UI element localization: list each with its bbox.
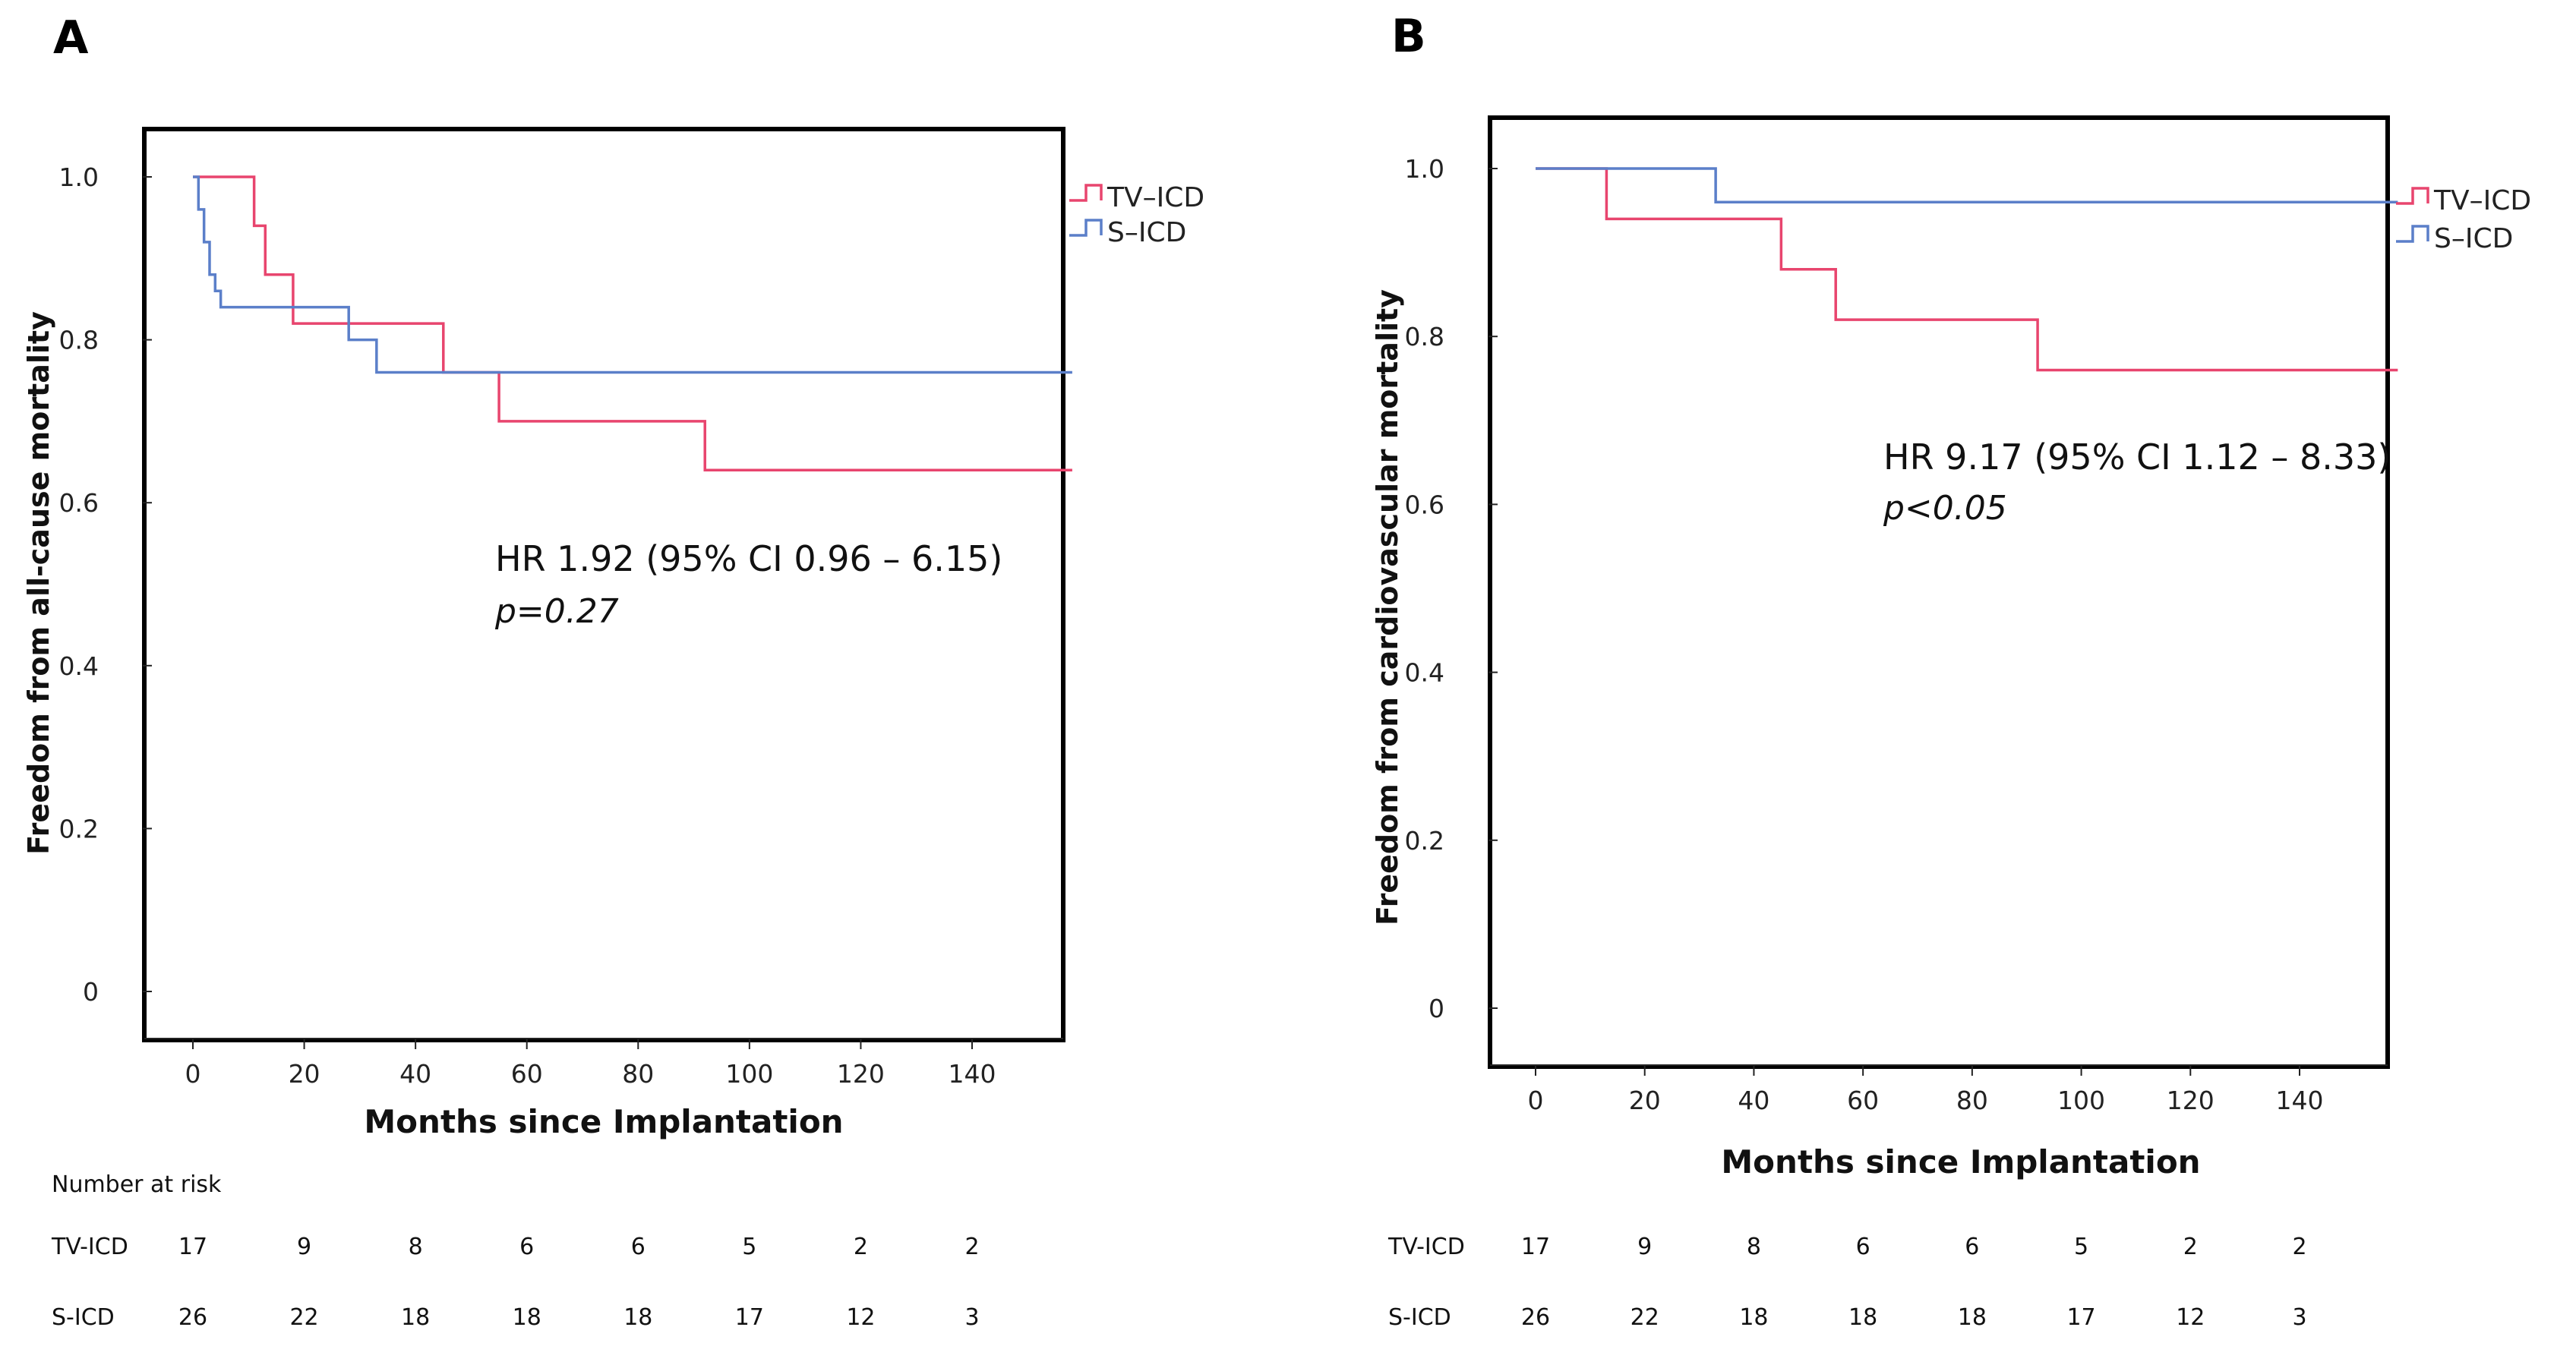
p-value-text: p=0.27: [494, 592, 619, 631]
x-tick-label: 140: [949, 1059, 996, 1089]
x-tick-label: 140: [2276, 1086, 2324, 1115]
legend-label-s-icd: S–ICD: [1107, 217, 1186, 248]
risk-cell: 6: [1856, 1234, 1870, 1260]
y-tick-label: 0.4: [59, 651, 99, 681]
risk-cell: 6: [1965, 1234, 1979, 1260]
y-tick-label: 1.0: [1405, 154, 1444, 184]
risk-cell: 17: [735, 1304, 764, 1331]
risk-cell: 18: [513, 1304, 541, 1331]
x-tick-label: 40: [1738, 1086, 1769, 1115]
y-tick-label: 0.2: [59, 814, 99, 843]
x-axis-label: Months since Implantation: [1721, 1143, 2200, 1181]
risk-row-label: TV-ICD: [1387, 1234, 1465, 1260]
risk-cell: 18: [1739, 1304, 1768, 1331]
risk-cell: 2: [964, 1234, 979, 1260]
x-tick-label: 120: [837, 1059, 885, 1089]
risk-cell: 9: [1637, 1234, 1652, 1260]
risk-cell: 18: [1848, 1304, 1877, 1331]
risk-cell: 8: [409, 1234, 423, 1260]
x-tick-label: 0: [185, 1059, 201, 1089]
risk-cell: 18: [401, 1304, 430, 1331]
risk-cell: 26: [1521, 1304, 1550, 1331]
x-tick-label: 100: [725, 1059, 773, 1089]
legend-label-tv-icd: TV–ICD: [2433, 185, 2531, 216]
km-curve-s-icd: [1536, 167, 2398, 203]
panel-label: B: [1391, 10, 1426, 63]
x-tick-label: 20: [1629, 1086, 1661, 1115]
legend-swatch-s-icd: [1069, 219, 1103, 237]
risk-cell: 12: [846, 1304, 875, 1331]
risk-row-label: S-ICD: [52, 1304, 115, 1331]
x-tick-label: 80: [622, 1059, 654, 1089]
x-tick-label: 40: [399, 1059, 431, 1089]
legend-label-tv-icd: TV–ICD: [1106, 182, 1204, 213]
y-axis-label: Freedom from cardiovascular mortality: [1371, 289, 1404, 925]
legend-swatch-tv-icd: [1069, 184, 1103, 202]
risk-cell: 8: [1747, 1234, 1761, 1260]
x-tick-label: 20: [289, 1059, 320, 1089]
risk-cell: 22: [1631, 1304, 1659, 1331]
risk-row-label: S-ICD: [1388, 1304, 1451, 1331]
risk-cell: 17: [178, 1234, 207, 1260]
km-curve-tv-icd: [1536, 167, 2398, 372]
x-tick-label: 100: [2057, 1086, 2105, 1115]
risk-cell: 22: [289, 1304, 318, 1331]
risk-cell: 2: [2292, 1234, 2306, 1260]
risk-cell: 17: [1521, 1234, 1550, 1260]
p-value-text: p<0.05: [1883, 489, 2007, 528]
y-tick-label: 0.8: [1405, 322, 1444, 351]
risk-cell: 2: [854, 1234, 868, 1260]
plot-frame: [1488, 115, 2390, 1069]
y-tick-label: 0.2: [1405, 826, 1444, 856]
risk-cell: 9: [297, 1234, 311, 1260]
risk-cell: 5: [2074, 1234, 2088, 1260]
risk-cell: 6: [631, 1234, 646, 1260]
y-tick-label: 0: [1428, 994, 1444, 1023]
plot-frame: [142, 127, 1065, 1042]
risk-cell: 17: [2066, 1304, 2095, 1331]
x-tick-label: 120: [2167, 1086, 2215, 1115]
y-tick-label: 0.6: [59, 488, 99, 518]
hazard-ratio-text: HR 1.92 (95% CI 0.96 – 6.15): [495, 538, 1002, 579]
x-axis-label: Months since Implantation: [364, 1103, 843, 1140]
legend-label-s-icd: S–ICD: [2434, 223, 2513, 254]
y-tick-label: 0: [83, 977, 99, 1007]
km-curve-s-icd: [193, 175, 1072, 374]
x-tick-label: 60: [511, 1059, 543, 1089]
risk-cell: 3: [2292, 1304, 2306, 1331]
risk-table-title: Number at risk: [52, 1171, 222, 1198]
risk-cell: 26: [178, 1304, 207, 1331]
x-tick-label: 60: [1847, 1086, 1879, 1115]
y-tick-label: 1.0: [59, 162, 99, 192]
legend-swatch-s-icd: [2396, 225, 2429, 243]
km-curve-tv-icd: [193, 175, 1072, 472]
risk-cell: 2: [2183, 1234, 2198, 1260]
hazard-ratio-text: HR 9.17 (95% CI 1.12 – 8.33): [1883, 437, 2391, 478]
risk-cell: 12: [2176, 1304, 2205, 1331]
risk-row-label: TV-ICD: [51, 1234, 128, 1260]
panel-label: A: [53, 11, 89, 65]
y-tick-label: 0.6: [1405, 490, 1444, 519]
risk-cell: 6: [519, 1234, 534, 1260]
chart-panel-b: B 0 20 40 60 80 100 120 140 1.0 0.8 0.6 0.4 0.2 0 Month…: [1371, 10, 2531, 1331]
legend-swatch-tv-icd: [2396, 187, 2429, 205]
y-tick-label: 0.8: [59, 326, 99, 355]
x-tick-label: 0: [1528, 1086, 1544, 1115]
risk-cell: 5: [742, 1234, 756, 1260]
risk-cell: 3: [964, 1304, 979, 1331]
y-tick-label: 0.4: [1405, 658, 1444, 688]
risk-cell: 18: [623, 1304, 652, 1331]
y-axis-label: Freedom from all-cause mortality: [22, 311, 55, 855]
x-tick-label: 80: [1956, 1086, 1988, 1115]
chart-panel-a: A 0 20 40 60 80 100 120 140 1.0 0.8 0.6 0.4 0.2 0 Month…: [22, 11, 1204, 1331]
risk-cell: 18: [1958, 1304, 1987, 1331]
